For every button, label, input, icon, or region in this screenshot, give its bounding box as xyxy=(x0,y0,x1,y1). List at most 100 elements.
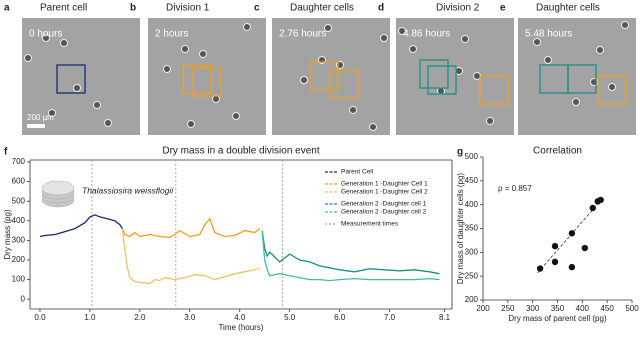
series-line xyxy=(121,228,260,285)
cell xyxy=(409,45,417,53)
tracking-box xyxy=(182,64,212,94)
x-tick-label: 250 xyxy=(501,304,515,313)
tracking-box xyxy=(192,67,222,97)
panel-title: Division 1 xyxy=(166,3,210,14)
time-label: 0 hours xyxy=(29,29,62,40)
x-tick-label: 5.0 xyxy=(284,313,296,322)
cell xyxy=(369,123,377,131)
y-tick-label: 400 xyxy=(12,216,26,225)
x-tick-label: 300 xyxy=(526,304,540,313)
panel-title: Division 2 xyxy=(436,3,480,14)
y-tick-label: 300 xyxy=(465,247,479,256)
cell xyxy=(93,101,101,109)
series-line xyxy=(39,214,123,238)
cell xyxy=(486,117,494,125)
x-tick-label: 8.1 xyxy=(439,313,451,322)
legend-label: Measurement times xyxy=(341,221,399,228)
scatter-point xyxy=(581,244,589,252)
tracking-box xyxy=(419,59,449,89)
scale-bar-label: 200 µm xyxy=(27,113,54,122)
y-axis-label: Dry mass (pg) xyxy=(3,209,12,260)
x-tick-label: 6.0 xyxy=(334,313,346,322)
x-tick-label: 0.0 xyxy=(34,313,46,322)
cell xyxy=(349,106,357,114)
y-tick-label: 500 xyxy=(12,196,26,205)
cell xyxy=(181,45,189,53)
y-axis-label: Dry mass of daughter cells (pg) xyxy=(456,173,465,284)
y-tick-label: 0 xyxy=(21,294,26,303)
cell xyxy=(324,24,332,32)
cell xyxy=(199,50,207,58)
tracking-box xyxy=(597,75,627,105)
chart-title: Correlation xyxy=(533,146,582,157)
tracking-box xyxy=(479,75,509,105)
cell xyxy=(163,65,171,73)
chart-title: Dry mass in a double division event xyxy=(162,146,320,157)
x-tick-label: 400 xyxy=(576,304,590,313)
cell xyxy=(398,27,406,35)
scatter-point xyxy=(551,242,559,250)
legend-label: Generation 1 -Daughter Cell 1 xyxy=(341,181,428,188)
cell xyxy=(608,83,616,91)
scale-bar xyxy=(27,124,45,128)
scatter-point xyxy=(536,265,544,272)
panel-letter: g xyxy=(457,147,463,158)
panel-title: Daughter cells xyxy=(290,3,354,14)
y-tick-label: 600 xyxy=(12,177,26,186)
panel-letter: f xyxy=(4,147,8,158)
cell xyxy=(232,112,240,120)
tracking-box xyxy=(309,61,339,91)
microscopy-image xyxy=(272,18,390,135)
legend-label: Generation 1 -Daughter Cell 2 xyxy=(341,189,428,196)
panel-letter: b xyxy=(130,3,136,14)
cell xyxy=(300,76,308,84)
x-axis-label: Dry mass of parent cell (pg) xyxy=(508,314,607,323)
y-tick-label: 500 xyxy=(465,152,479,161)
tracking-box xyxy=(427,65,457,95)
x-tick-label: 7.0 xyxy=(384,313,396,322)
diatom-drawing xyxy=(41,180,75,196)
x-tick-label: 3.0 xyxy=(184,313,196,322)
panel-title: Parent cell xyxy=(40,3,87,14)
panel-title: Daughter cells xyxy=(536,3,600,14)
legend-label: Generation 2 -Daughter cell 2 xyxy=(341,209,427,216)
panel-letter: c xyxy=(254,3,260,14)
time-label: 5.48 hours xyxy=(525,29,572,40)
y-tick-label: 400 xyxy=(465,200,479,209)
time-label: 2.76 hours xyxy=(279,29,326,40)
legend-label: Generation 2 -Daughter cell 1 xyxy=(341,201,427,208)
scatter-point xyxy=(597,196,604,204)
time-label: 2 hours xyxy=(155,29,188,40)
series-line xyxy=(121,217,261,239)
cell xyxy=(596,46,604,54)
cell xyxy=(104,119,112,127)
cell xyxy=(42,34,50,42)
cell xyxy=(48,109,56,117)
x-tick-label: 350 xyxy=(551,304,565,313)
annotation: ρ = 0.857 xyxy=(498,184,532,193)
scatter-point xyxy=(568,263,576,271)
cell xyxy=(24,54,32,62)
y-tick-label: 250 xyxy=(465,271,479,280)
image-row: a Parent cell 0 hours b Division 1 2 hours c Da… xyxy=(4,3,636,135)
inset-label: Thalassiosira weissflogii xyxy=(82,185,174,195)
y-tick-label: 700 xyxy=(12,157,26,166)
microscopy-image xyxy=(22,18,140,135)
y-tick-label: 200 xyxy=(465,295,479,304)
cell xyxy=(572,98,580,106)
scatter-point xyxy=(551,258,559,266)
cell xyxy=(243,23,251,31)
legend-label: Parent Cell xyxy=(341,169,374,176)
panel-letter: e xyxy=(500,3,506,14)
scatter-point xyxy=(568,230,576,237)
x-tick-label: 500 xyxy=(625,304,639,313)
time-label: 4.86 hours xyxy=(403,29,450,40)
cell xyxy=(187,120,195,128)
x-tick-label: 2.0 xyxy=(134,313,146,322)
x-tick-label: 200 xyxy=(476,304,490,313)
cell xyxy=(60,39,68,47)
charts: f Dry mass in a double division event 0.0 1… xyxy=(3,146,639,332)
x-tick-label: 450 xyxy=(600,304,614,313)
y-tick-label: 100 xyxy=(12,275,26,284)
panel-letter: a xyxy=(4,3,10,14)
